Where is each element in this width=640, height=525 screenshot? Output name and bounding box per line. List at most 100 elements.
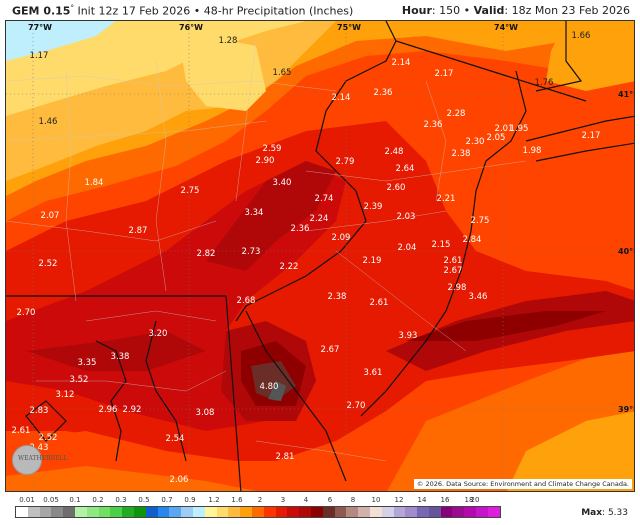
precipitation-shading xyxy=(6,21,634,491)
precip-value-label: 3.20 xyxy=(148,328,168,339)
precip-value-label: 1.76 xyxy=(534,77,554,88)
precip-value-label: 2.09 xyxy=(331,232,351,243)
legend-swatch xyxy=(74,507,87,517)
longitude-label: 75°W xyxy=(337,23,361,32)
precip-value-label: 2.82 xyxy=(196,248,216,259)
precip-value-label: 3.38 xyxy=(110,351,130,362)
precip-value-label: 2.67 xyxy=(320,344,340,355)
precip-value-label: 2.43 xyxy=(29,442,49,453)
precip-value-label: 2.14 xyxy=(391,57,411,68)
precip-value-label: 2.38 xyxy=(451,148,471,159)
precip-value-label: 2.75 xyxy=(470,215,490,226)
valid-label: Valid xyxy=(473,4,505,17)
precip-value-label: 2.68 xyxy=(236,295,256,306)
precip-value-label: 3.12 xyxy=(55,389,75,400)
latitude-label: 41°N xyxy=(618,90,634,99)
legend-tick-label: 0.1 xyxy=(69,496,81,504)
precip-value-label: 2.03 xyxy=(396,211,416,222)
precip-value-label: 2.83 xyxy=(29,405,49,416)
precip-value-label: 2.01 xyxy=(494,123,514,134)
precip-value-label: 3.35 xyxy=(77,357,97,368)
legend-swatch xyxy=(405,507,418,517)
legend-swatch xyxy=(487,507,500,517)
precip-value-label: 3.34 xyxy=(244,207,264,218)
legend-swatch xyxy=(275,507,288,517)
legend-swatch xyxy=(417,507,429,517)
logo-swirl-icon xyxy=(12,445,42,475)
precip-value-label: 2.36 xyxy=(373,87,393,98)
legend-swatch xyxy=(346,507,359,517)
legend-swatch xyxy=(169,507,182,517)
legend-swatch xyxy=(98,507,111,517)
legend-tick-label: 1.2 xyxy=(208,496,220,504)
precip-value-label: 2.17 xyxy=(434,68,454,79)
data-credit: © 2026. Data Source: Environment and Cli… xyxy=(413,479,632,489)
legend-swatch xyxy=(428,507,441,517)
legend-swatch xyxy=(310,507,323,517)
legend-tick-label: 4 xyxy=(303,496,309,504)
legend-tick-label: 10 xyxy=(371,496,381,504)
valid-separator: • xyxy=(463,4,471,17)
latitude-label: 40°N xyxy=(618,247,634,256)
precip-value-label: 2.92 xyxy=(122,404,142,415)
max-value: Max: 5.33 xyxy=(581,508,628,518)
legend-swatch xyxy=(287,507,300,517)
precip-value-label: 1.84 xyxy=(84,177,104,188)
legend-swatch xyxy=(393,507,406,517)
precip-value-label: 2.24 xyxy=(309,213,329,224)
legend-tick-label: 18 xyxy=(464,496,474,504)
precip-value-label: 2.36 xyxy=(423,119,443,130)
legend-swatch xyxy=(440,507,453,517)
precip-value-label: 1.17 xyxy=(29,50,49,61)
precip-value-label: 2.70 xyxy=(346,400,366,411)
legend-swatch xyxy=(204,507,217,517)
weatherbell-logo: WEATHERBELL xyxy=(12,445,67,475)
precip-value-label: 3.52 xyxy=(69,374,89,385)
precip-value-label: 2.38 xyxy=(327,291,347,302)
precip-value-label: 2.15 xyxy=(431,239,451,250)
precip-value-label: 2.98 xyxy=(447,282,467,293)
legend-swatch xyxy=(464,507,477,517)
longitude-label: 77°W xyxy=(28,23,52,32)
legend-swatch xyxy=(263,507,276,517)
precip-value-label: 2.04 xyxy=(397,242,417,253)
legend-ticks: 0.01 0.05 0.1 0.2 0.3 0.5 0.7 0.9 1.2 1.6 2 3 4 6 8 10 1… xyxy=(10,496,479,506)
legend-swatch xyxy=(86,507,99,517)
max-label: Max xyxy=(581,508,603,518)
legend-swatch xyxy=(16,507,28,517)
precip-value-label: 3.08 xyxy=(195,407,215,418)
legend-tick-label: 1.6 xyxy=(231,496,243,504)
precip-value-label: 2.64 xyxy=(395,163,415,174)
precip-value-label: 2.59 xyxy=(262,143,282,154)
legend-swatch xyxy=(452,507,465,517)
precipitation-map[interactable]: 77°W 76°W 75°W 74°W 41°N 40°N 39°N 1.17 1.28 1.6… xyxy=(5,20,635,492)
precip-value-label: 2.14 xyxy=(331,92,351,103)
legend-tick-label: 3 xyxy=(280,496,286,504)
precip-value-label: 2.17 xyxy=(581,130,601,141)
precip-value-label: 2.90 xyxy=(255,155,275,166)
precip-value-label: 3.61 xyxy=(363,367,383,378)
precip-value-label: 2.52 xyxy=(38,258,58,269)
legend-swatch xyxy=(110,507,123,517)
legend-swatch xyxy=(369,507,382,517)
init-time: Init 12z 17 Feb 2026 xyxy=(77,4,191,18)
legend-tick-label: 12 xyxy=(394,496,404,504)
precip-value-label: 2.75 xyxy=(180,185,200,196)
precip-value-label: 1.46 xyxy=(38,116,58,127)
precip-value-label: 2.74 xyxy=(314,193,334,204)
precip-value-label: 1.65 xyxy=(272,67,292,78)
legend-swatch xyxy=(51,507,64,517)
precip-value-label: 4.80 xyxy=(259,381,279,392)
precip-value-label: 2.48 xyxy=(384,146,404,157)
precip-value-label: 3.93 xyxy=(398,330,418,341)
legend-tick-label: 0.5 xyxy=(138,496,150,504)
map-title: GEM 0.15° Init 12z 17 Feb 2026 • 48-hr P… xyxy=(12,4,353,18)
precip-value-label: 2.22 xyxy=(279,261,299,272)
precip-value-label: 2.61 xyxy=(369,297,389,308)
precip-value-label: 2.61 xyxy=(443,255,463,266)
precip-value-label: 2.96 xyxy=(98,404,118,415)
legend-tick-label: 8 xyxy=(350,496,356,504)
precip-value-label: 2.52 xyxy=(38,432,58,443)
legend-swatch xyxy=(145,507,158,517)
precip-value-label: 2.81 xyxy=(275,451,295,462)
